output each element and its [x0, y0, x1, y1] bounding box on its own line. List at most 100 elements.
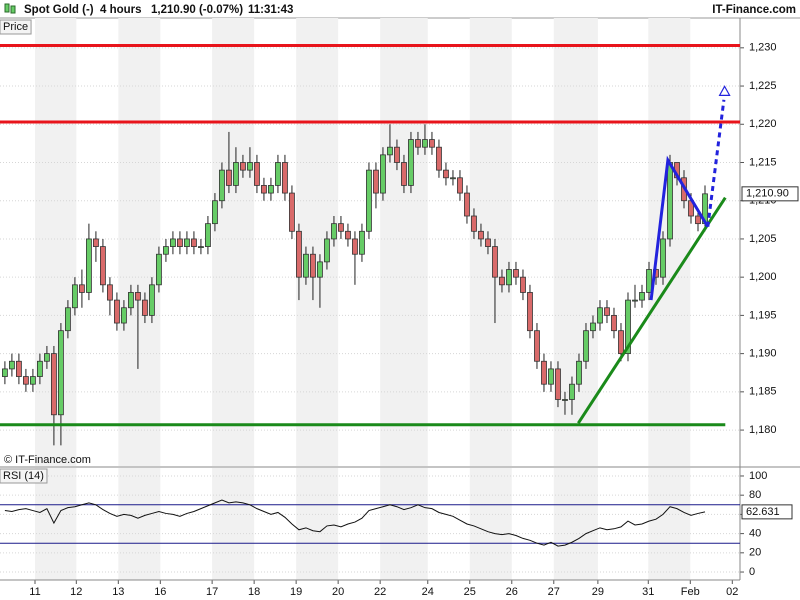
- candle-body: [625, 299, 631, 355]
- target-marker: [718, 85, 731, 96]
- x-tick-label: 18: [248, 586, 260, 598]
- candle-body: [23, 376, 29, 385]
- candle-body: [513, 269, 519, 278]
- candle-body: [541, 360, 547, 385]
- candle-body: [359, 230, 365, 255]
- y-tick-label: 1,220: [749, 118, 777, 130]
- candle-body: [107, 284, 113, 301]
- trendline: [577, 196, 727, 425]
- x-tick-label: 25: [464, 586, 476, 598]
- candle-body: [380, 154, 386, 194]
- candle-body: [366, 169, 372, 232]
- candle-body: [562, 399, 568, 401]
- candle-body: [212, 200, 218, 225]
- day-band: [553, 468, 598, 580]
- day-band: [380, 468, 428, 580]
- rsi-last-box: [741, 504, 793, 520]
- watermark: © IT-Finance.com: [4, 454, 91, 466]
- candle-body: [16, 360, 22, 377]
- candle-body: [44, 353, 50, 362]
- rsi-label-frame: [0, 468, 48, 484]
- candle-body: [520, 276, 526, 293]
- day-band: [553, 18, 598, 466]
- candle-body: [695, 215, 701, 225]
- candle-body: [184, 238, 190, 247]
- y-tick-label: 1,190: [749, 348, 777, 360]
- rsi-label-box: RSI (14): [0, 468, 48, 484]
- y-tick-label: 40: [749, 528, 761, 540]
- candle-body: [646, 269, 652, 293]
- rsi-last-label: 62.631: [746, 506, 780, 518]
- x-tick-label: 26: [506, 586, 518, 598]
- candle-body: [408, 139, 414, 186]
- candle-body: [205, 223, 211, 247]
- candle-body: [429, 139, 435, 148]
- y-tick-label: 1,180: [749, 424, 777, 436]
- candle-body: [401, 162, 407, 186]
- candle-body: [79, 284, 85, 293]
- candle-body: [254, 162, 260, 186]
- candle-body: [590, 322, 596, 332]
- brand: IT-Finance.com: [712, 4, 796, 16]
- candle-body: [282, 162, 288, 194]
- x-tick-label: 11: [29, 586, 40, 598]
- day-band: [380, 18, 428, 466]
- candle-body: [604, 307, 610, 316]
- x-tick-label: 31: [642, 586, 654, 598]
- candle-body: [135, 292, 141, 301]
- candle-body: [177, 238, 183, 247]
- candle-body: [72, 284, 78, 309]
- candle-body: [450, 177, 456, 180]
- last-price-box: [741, 186, 799, 202]
- candle-body: [506, 269, 512, 286]
- candle-body: [394, 146, 400, 163]
- candle-body: [499, 276, 505, 286]
- candle-body: [2, 368, 8, 377]
- candle-body: [352, 238, 358, 255]
- x-tick-label: 29: [592, 586, 604, 598]
- candle-body: [373, 169, 379, 194]
- candle-body: [51, 353, 57, 416]
- candle-body: [415, 139, 421, 148]
- candle-body: [9, 360, 15, 370]
- x-tick-label: 17: [206, 586, 218, 598]
- y-tick-label: 1,200: [749, 271, 777, 283]
- candle-body: [611, 314, 617, 332]
- time: 11:31:43: [248, 4, 293, 16]
- plot: 11 12 13 16 17 18 19 20 22 24 25 26 27 29 31 Feb 02 1,180…: [0, 18, 800, 598]
- candle-body: [660, 238, 666, 278]
- candle-body: [331, 223, 337, 240]
- x-tick-label: 16: [154, 586, 166, 598]
- candle-body: [639, 292, 645, 301]
- candle-body: [30, 376, 36, 385]
- candle-body: [569, 383, 575, 400]
- candle-body: [555, 368, 561, 400]
- x-tick-label: 02: [726, 586, 738, 598]
- candle-body: [632, 299, 638, 302]
- candle-body: [576, 360, 582, 385]
- trendline: [649, 155, 710, 301]
- candle-body: [296, 230, 302, 278]
- x-tick-label: 27: [548, 586, 560, 598]
- day-band: [648, 18, 691, 466]
- candle-body: [275, 162, 281, 186]
- candle-body: [261, 185, 267, 194]
- candle-body: [667, 162, 673, 240]
- panel-label: Price: [3, 21, 28, 33]
- candle-body: [422, 139, 428, 148]
- header: Spot Gold (-) 4 hours 1,210.90 (-0.07%) …: [0, 0, 800, 19]
- candle-body: [338, 223, 344, 232]
- candle-body: [128, 292, 134, 309]
- y-tick-label: 1,205: [749, 233, 777, 245]
- y-tick-label: 1,185: [749, 386, 777, 398]
- x-tick-label: 19: [290, 586, 302, 598]
- candle-body: [233, 162, 239, 186]
- trendline: [706, 99, 726, 227]
- header-bar: [0, 0, 800, 18]
- candle-body: [443, 169, 449, 179]
- candle-body: [93, 238, 99, 247]
- candle-body: [191, 238, 197, 247]
- panel-label-box: Price: [0, 19, 32, 35]
- last-price-label: 1,210.90: [746, 188, 789, 200]
